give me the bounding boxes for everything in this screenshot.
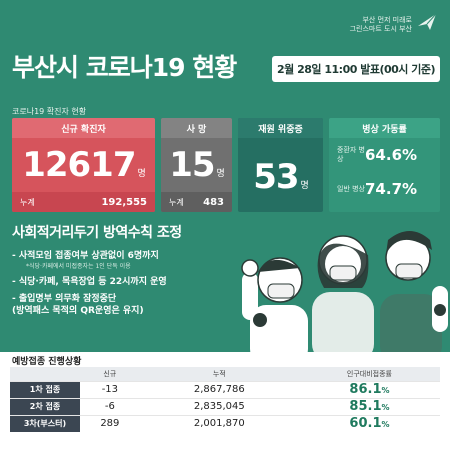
distancing-measures: 사회적거리두기 방역수칙 조정 - 사적모임 접종여부 상관없이 6명까지 *식… <box>12 222 242 317</box>
measure-item-3: - 출입명부 의무화 잠정중단 <box>12 294 117 304</box>
cumulative-count: 2,001,870 <box>139 414 299 432</box>
measure-item-3-note: (방역패스 목적의 QR운영은 유지) <box>12 306 144 316</box>
measures-title: 사회적거리두기 방역수칙 조정 <box>12 225 182 241</box>
icu-bed-row: 중환자 병상 64.6% <box>337 146 418 164</box>
person-middle <box>312 235 374 360</box>
header: 부산 먼저 미래로 그린스마트 도시 부산 부산시 코로나19 현황 2월 28… <box>0 0 450 105</box>
deaths-card: 사 망 15 명 누계 483 <box>161 118 232 212</box>
measure-item-1: - 사적모임 접종여부 상관없이 6명까지 <box>12 251 159 261</box>
cumulative-count: 2,835,045 <box>139 397 299 415</box>
vaccination-rate: 60.1% <box>298 414 440 432</box>
vaccination-table: 신규 누적 인구대비접종률 1차 접종 -13 2,867,786 86.1% … <box>10 367 440 432</box>
new-count: -13 <box>80 380 140 398</box>
page-title: 부산시 코로나19 현황 <box>12 53 237 82</box>
new-cases-label: 신규 확진자 <box>12 118 155 138</box>
section-label: 코로나19 확진자 현황 <box>12 107 87 116</box>
vaccination-section: 예방접종 진행상황 신규 누적 인구대비접종률 1차 접종 -13 2,867,… <box>0 352 450 450</box>
measure-item-1-note: *식당·카페에서 미접종자는 1인 단독 이용 <box>26 263 131 270</box>
row-label: 1차 접종 <box>10 380 80 398</box>
announcement-date: 2월 28일 11:00 발표(00시 기준) <box>272 56 440 82</box>
person-right <box>380 231 448 360</box>
person-left <box>241 257 308 360</box>
new-count: 289 <box>80 414 140 432</box>
bed-occupancy-label: 병상 가동률 <box>329 118 440 138</box>
new-cases-value: 12617 명 <box>22 145 146 185</box>
measure-item-2: - 식당·카페, 목욕장업 등 22시까지 운영 <box>12 277 167 287</box>
severe-value: 53 명 <box>253 157 309 197</box>
severe-card: 재원 위중증 53 명 <box>238 118 323 212</box>
deaths-label: 사 망 <box>161 118 232 138</box>
table-header-row: 신규 누적 인구대비접종률 <box>10 367 440 381</box>
city-slogan: 부산 먼저 미래로 그린스마트 도시 부산 <box>350 16 412 34</box>
vaccination-rate: 86.1% <box>298 380 440 398</box>
bed-occupancy-card: 병상 가동률 중환자 병상 64.6% 일반 병상 74.7% <box>329 118 440 212</box>
cumulative-count: 2,867,786 <box>139 380 299 398</box>
column-header: 인구대비접종률 <box>298 367 440 381</box>
vaccination-rate: 85.1% <box>298 397 440 415</box>
row-label: 2차 접종 <box>10 397 80 415</box>
deaths-value: 15 명 <box>169 145 225 185</box>
table-row: 1차 접종 -13 2,867,786 86.1% <box>10 380 440 398</box>
slogan-line1: 부산 먼저 미래로 <box>362 16 412 24</box>
column-header: 누적 <box>139 367 299 381</box>
slogan-line2: 그린스마트 도시 부산 <box>349 25 412 33</box>
column-header: 신규 <box>80 367 140 381</box>
new-count: -6 <box>80 397 140 415</box>
column-header <box>10 367 80 381</box>
table-row: 2차 접종 -6 2,835,045 85.1% <box>10 397 440 415</box>
deaths-cumulative: 누계 483 <box>161 192 232 212</box>
row-label: 3차(부스터) <box>10 414 80 432</box>
masked-people-illustration <box>241 231 448 360</box>
severe-label: 재원 위중증 <box>238 118 323 138</box>
general-bed-row: 일반 병상 74.7% <box>337 180 418 198</box>
table-row: 3차(부스터) 289 2,001,870 60.1% <box>10 414 440 432</box>
busan-logo-icon <box>418 13 437 30</box>
new-cases-card: 신규 확진자 12617 명 누계 192,555 <box>12 118 155 212</box>
new-cases-cumulative: 누계 192,555 <box>12 192 155 212</box>
vaccination-title: 예방접종 진행상황 <box>12 357 82 367</box>
